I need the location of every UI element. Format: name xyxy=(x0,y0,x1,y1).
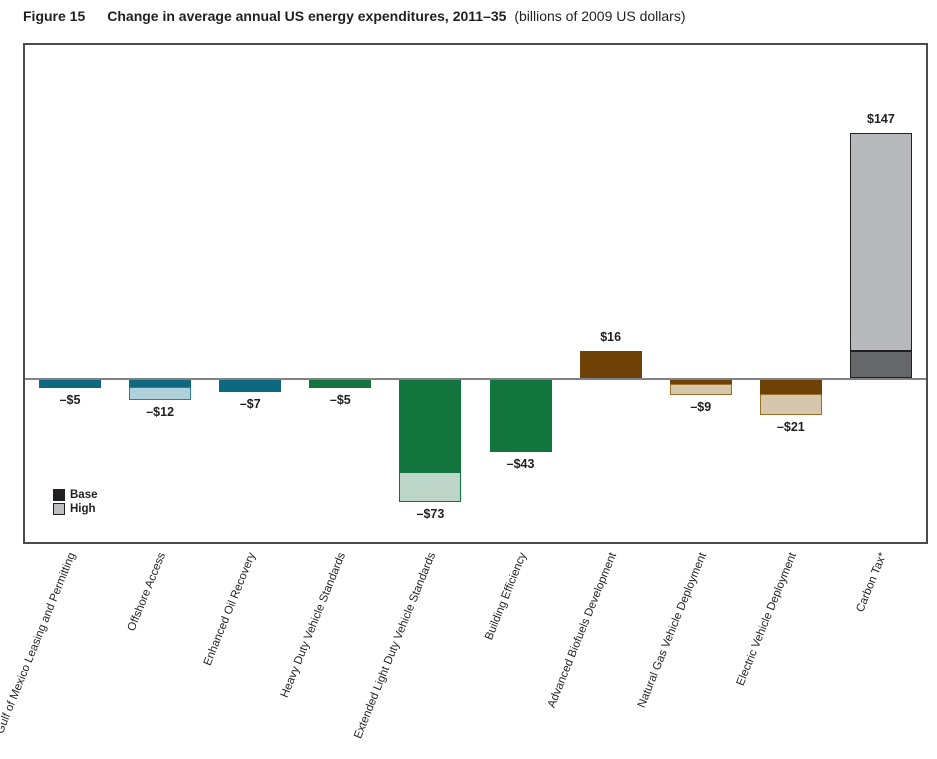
bar-high-segment xyxy=(849,132,912,352)
bar-value-label: –$12 xyxy=(146,405,175,419)
zero-axis-line xyxy=(25,378,926,380)
bar-base-segment xyxy=(489,380,552,452)
x-axis-category-label: Carbon Tax* xyxy=(854,551,890,614)
bar-high-segment xyxy=(399,471,462,502)
x-axis-category-label: Gulf of Mexico Leasing and Permitting xyxy=(0,551,79,736)
x-axis-category-label: Electric Vehicle Deployment xyxy=(734,551,799,688)
legend-swatch-high-icon xyxy=(53,503,65,515)
figure-subtitle: (billions of 2009 US dollars) xyxy=(514,8,686,24)
bar-value-label: –$9 xyxy=(690,400,712,414)
bar-base-segment xyxy=(39,380,102,389)
bar-value-label: –$5 xyxy=(329,393,351,408)
bar-base-segment xyxy=(669,380,732,385)
bar-base-segment xyxy=(309,380,372,389)
x-axis-category-label: Enhanced Oil Recovery xyxy=(201,551,259,668)
bar-high-segment xyxy=(669,384,732,395)
x-axis-category-label: Heavy Duty Vehicle Standards xyxy=(279,551,349,700)
bar-value-label: –$73 xyxy=(416,506,445,521)
chart-legend: Base High xyxy=(53,489,98,517)
figure-number: Figure 15 xyxy=(23,8,86,24)
legend-label-high: High xyxy=(70,503,96,515)
legend-item-high: High xyxy=(53,503,98,515)
legend-item-base: Base xyxy=(53,489,98,501)
figure-heading: Change in average annual US energy expen… xyxy=(107,8,507,24)
chart-plot-area: –$5 –$12 –$7 –$5 –$73 –$43 $16 –$9 –$21 $147 Base… xyxy=(23,43,928,544)
legend-swatch-base-icon xyxy=(53,489,65,501)
x-axis-category-label: Offshore Access xyxy=(125,551,169,633)
bar-base-segment xyxy=(759,380,822,395)
bar-high-segment xyxy=(129,386,192,400)
figure-title: Figure 15 Change in average annual US ene… xyxy=(23,8,686,24)
bar-value-label: $147 xyxy=(867,111,895,126)
bar-base-segment xyxy=(129,380,192,387)
bar-base-segment xyxy=(399,380,462,472)
bar-base-segment xyxy=(849,351,912,378)
x-axis-category-label: Natural Gas Vehicle Deployment xyxy=(635,551,709,710)
x-axis-category-label: Building Efficiency xyxy=(482,551,529,642)
bar-base-segment xyxy=(579,351,642,378)
bar-value-label: –$43 xyxy=(506,456,535,471)
bar-value-label: –$21 xyxy=(776,420,805,434)
x-axis-category-label: Advanced Biofuels Development xyxy=(545,551,619,710)
bar-value-label: –$7 xyxy=(239,396,261,411)
bar-base-segment xyxy=(219,380,282,392)
bar-value-label: $16 xyxy=(600,330,622,345)
legend-label-base: Base xyxy=(70,489,98,501)
bar-value-label: –$5 xyxy=(59,393,81,408)
x-axis-category-label: Extended Light Duty Vehicle Standards xyxy=(352,551,439,741)
bar-high-segment xyxy=(759,394,822,415)
